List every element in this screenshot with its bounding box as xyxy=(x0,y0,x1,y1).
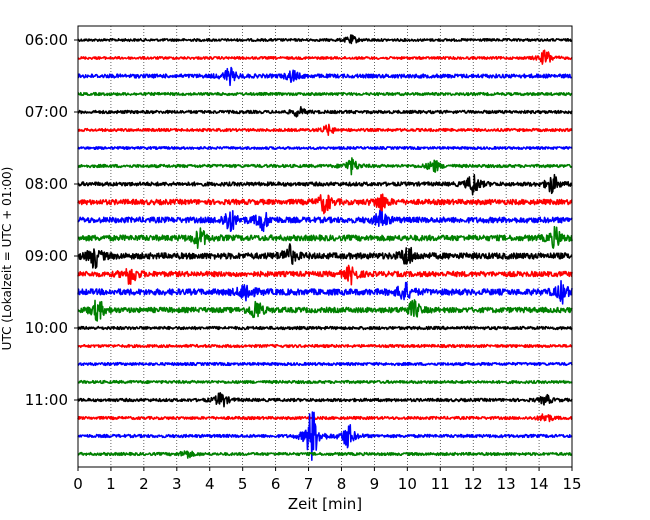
seismogram-trace-0915 xyxy=(77,264,573,286)
seismogram-trace-0645 xyxy=(77,91,573,97)
x-tick-label: 7 xyxy=(304,475,314,493)
x-tick-label: 4 xyxy=(205,475,215,493)
x-tick-label: 11 xyxy=(431,475,450,493)
seismogram-trace-0845 xyxy=(77,225,573,249)
seismogram-trace-1015 xyxy=(77,343,573,349)
y-tick-label: 09:00 xyxy=(25,247,68,265)
seismogram-traces xyxy=(77,34,573,461)
y-tick-label: 06:00 xyxy=(25,31,68,49)
x-tick-label: 1 xyxy=(106,475,116,493)
seismogram-trace-0615 xyxy=(77,49,573,65)
seismogram-trace-0930 xyxy=(77,280,573,305)
seismogram-trace-0815 xyxy=(77,193,573,215)
seismogram-trace-0945 xyxy=(77,299,573,322)
x-tick-label: 14 xyxy=(530,475,549,493)
y-tick-label: 11:00 xyxy=(25,391,68,409)
seismogram-trace-0900 xyxy=(77,243,573,269)
seismogram-trace-1000 xyxy=(77,325,573,331)
x-tick-label: 5 xyxy=(238,475,248,493)
seismogram-trace-0730 xyxy=(77,145,573,151)
seismogram-trace-0800 xyxy=(77,173,573,196)
seismogram-trace-0600 xyxy=(77,34,573,45)
x-tick-label: 2 xyxy=(139,475,149,493)
seismogram-trace-1145 xyxy=(77,450,573,459)
x-tick-label: 6 xyxy=(271,475,281,493)
x-tick-label: 12 xyxy=(464,475,483,493)
seismogram-trace-0830 xyxy=(77,209,573,233)
x-tick-label: 8 xyxy=(337,475,347,493)
x-tick-label: 9 xyxy=(370,475,380,493)
x-axis-ticks: 0 1 2 3 4 5 6 7 8 9 10 11 12 13 14 15 xyxy=(73,467,582,493)
y-tick-label: 08:00 xyxy=(25,175,68,193)
plot-frame xyxy=(77,25,573,468)
seismogram-trace-1130 xyxy=(77,411,573,461)
x-tick-label: 10 xyxy=(398,475,417,493)
x-tick-label: 13 xyxy=(497,475,516,493)
y-tick-label: 10:00 xyxy=(25,319,68,337)
x-tick-label: 15 xyxy=(562,475,581,493)
seismogram-trace-0745 xyxy=(77,157,573,176)
seismogram-trace-0715 xyxy=(77,123,573,136)
seismogram-trace-1045 xyxy=(77,379,573,385)
x-axis-label: Zeit [min] xyxy=(288,495,362,513)
seismogram-trace-1100 xyxy=(77,391,573,408)
seismogram-trace-0700 xyxy=(77,106,573,118)
y-axis-label: UTC (Lokalzeit = UTC + 01:00) xyxy=(0,167,14,351)
x-tick-label: 0 xyxy=(73,475,83,493)
seismogram-trace-0630 xyxy=(77,66,573,87)
seismogram-trace-1030 xyxy=(77,361,573,367)
y-axis-ticks: 06:00 07:00 08:00 09:00 10:00 11:00 xyxy=(25,31,78,409)
x-tick-label: 3 xyxy=(172,475,182,493)
y-tick-label: 07:00 xyxy=(25,103,68,121)
seismogram-trace-1115 xyxy=(77,413,573,423)
